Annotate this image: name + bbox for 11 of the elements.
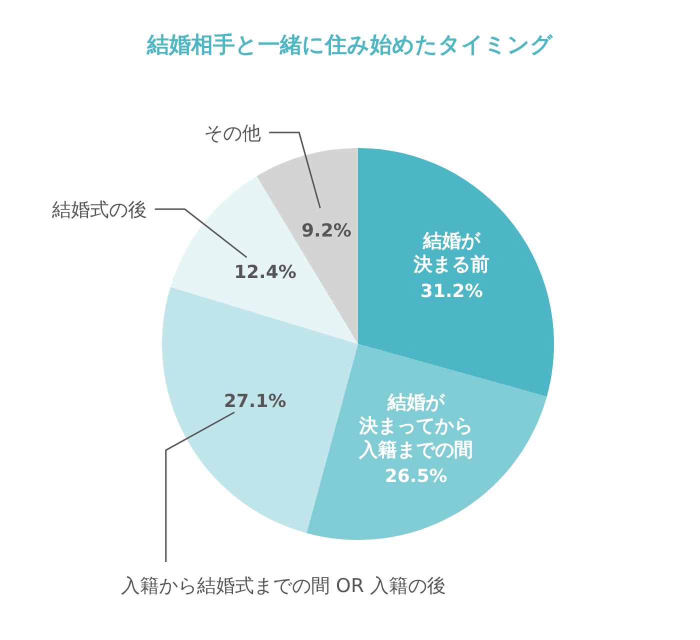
slice-label: 結婚が決まる前 bbox=[412, 230, 490, 276]
data-label: 31.2% bbox=[420, 280, 483, 302]
slice-label: 結婚が決まってから入籍までの間 bbox=[358, 391, 474, 461]
data-label: 27.1% bbox=[224, 390, 286, 412]
data-label: 26.5% bbox=[384, 466, 448, 488]
slice-label: 入籍から結婚式までの間 OR 入籍の後 bbox=[120, 575, 446, 597]
data-label: 9.2% bbox=[301, 220, 352, 242]
slice-label: その他 bbox=[204, 122, 262, 145]
slice-label: 結婚式の後 bbox=[50, 199, 147, 222]
data-label: 12.4% bbox=[234, 262, 296, 283]
chart-title: 結婚相手と一緒に住み始めたタイミング bbox=[146, 33, 553, 58]
